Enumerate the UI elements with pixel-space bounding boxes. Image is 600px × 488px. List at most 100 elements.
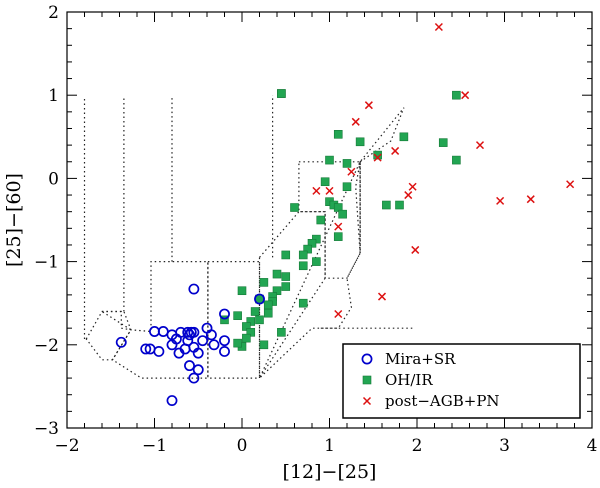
point-oh-ir <box>373 150 382 160</box>
point-post-agb-pn <box>347 167 356 176</box>
point-oh-ir <box>338 209 347 219</box>
legend-label-mira-sr: Mira+SR <box>385 350 456 368</box>
point-mira-sr <box>205 329 217 341</box>
y-tick-label: 2 <box>48 3 59 23</box>
point-oh-ir <box>395 200 404 210</box>
point-mira-sr <box>208 339 220 351</box>
point-oh-ir <box>281 272 291 281</box>
point-oh-ir <box>242 322 251 331</box>
x-tick-label: −1 <box>142 436 167 456</box>
point-post-agb-pn <box>434 22 443 32</box>
point-post-agb-pn <box>566 180 575 189</box>
point-post-agb-pn <box>404 191 413 200</box>
point-mira-sr <box>254 293 265 305</box>
point-mira-sr <box>219 346 230 357</box>
point-oh-ir <box>263 308 273 318</box>
point-oh-ir <box>298 250 308 260</box>
x-tick-label: 1 <box>324 436 335 456</box>
point-post-agb-pn <box>408 182 417 191</box>
point-post-agb-pn <box>351 117 360 126</box>
point-oh-ir <box>220 315 229 325</box>
point-mira-sr <box>153 346 165 357</box>
point-mira-sr <box>182 326 194 338</box>
point-post-agb-pn <box>475 141 485 150</box>
point-post-agb-pn <box>526 195 535 204</box>
point-oh-ir <box>303 244 312 254</box>
point-oh-ir <box>272 286 282 296</box>
point-post-agb-pn <box>334 309 343 319</box>
point-oh-ir <box>452 90 461 100</box>
point-oh-ir <box>399 132 409 142</box>
point-oh-ir <box>316 215 326 225</box>
y-tick-label: −1 <box>34 253 59 273</box>
point-mira-sr <box>140 343 152 355</box>
point-oh-ir <box>250 307 260 316</box>
point-post-agb-pn <box>364 101 373 110</box>
x-tick-label: 3 <box>499 436 510 456</box>
point-oh-ir <box>259 340 269 350</box>
y-tick-label: 1 <box>48 86 59 106</box>
point-oh-ir <box>233 338 242 348</box>
point-oh-ir <box>452 155 461 165</box>
legend: Mira+SR OH/IR post−AGB+PN <box>342 343 581 419</box>
point-mira-sr <box>115 336 127 348</box>
region-boundaries <box>83 95 413 381</box>
data-points <box>115 22 575 406</box>
point-mira-sr <box>184 360 195 372</box>
point-post-agb-pn <box>411 245 420 254</box>
point-oh-ir <box>237 286 247 296</box>
point-post-agb-pn <box>325 186 334 195</box>
point-oh-ir <box>307 238 317 248</box>
x-axis-label: [12]−[25] <box>283 461 377 483</box>
point-post-agb-pn <box>496 196 505 205</box>
y-tick-label: 0 <box>48 169 59 189</box>
y-tick-label: −2 <box>34 336 59 356</box>
point-mira-sr <box>149 326 160 337</box>
point-mira-sr <box>166 395 178 406</box>
point-oh-ir <box>438 138 448 147</box>
x-tick-label: 4 <box>587 436 598 456</box>
point-post-agb-pn <box>391 146 400 155</box>
legend-box <box>342 343 581 419</box>
point-oh-ir <box>246 317 256 326</box>
point-oh-ir <box>277 89 286 98</box>
region-iiib <box>258 211 326 381</box>
point-oh-ir <box>320 177 330 187</box>
point-oh-ir <box>290 203 299 212</box>
point-oh-ir <box>333 203 343 212</box>
point-mira-sr <box>166 339 178 351</box>
point-oh-ir <box>382 200 391 210</box>
point-post-agb-pn <box>312 186 321 195</box>
y-tick-label: −3 <box>34 419 59 439</box>
y-axis-label: [25]−[60] <box>3 173 25 267</box>
legend-marker-oh-ir <box>362 375 372 385</box>
point-mira-sr <box>197 335 209 347</box>
legend-label-oh-ir: OH/IR <box>385 371 433 389</box>
point-oh-ir <box>281 282 291 291</box>
point-oh-ir <box>246 328 256 337</box>
point-post-agb-pn <box>373 153 382 162</box>
legend-marker-post-agb-pn <box>362 396 372 406</box>
point-mira-sr <box>188 372 200 384</box>
point-oh-ir <box>333 130 343 139</box>
point-oh-ir <box>263 300 273 310</box>
point-mira-sr <box>192 364 204 376</box>
point-oh-ir <box>255 315 264 325</box>
x-tick-label: −2 <box>54 436 79 456</box>
point-post-agb-pn <box>377 292 387 301</box>
point-oh-ir <box>242 333 251 343</box>
point-oh-ir <box>233 311 242 320</box>
point-oh-ir <box>312 257 321 266</box>
point-oh-ir <box>325 155 334 165</box>
point-oh-ir <box>342 159 352 168</box>
legend-marker-mira-sr <box>361 353 373 365</box>
point-mira-sr <box>219 308 230 320</box>
point-oh-ir <box>259 278 269 287</box>
region-v <box>258 161 361 379</box>
point-mira-sr <box>188 283 200 295</box>
x-tick-label: 2 <box>412 436 423 456</box>
point-oh-ir <box>281 250 291 260</box>
point-oh-ir <box>298 261 308 271</box>
